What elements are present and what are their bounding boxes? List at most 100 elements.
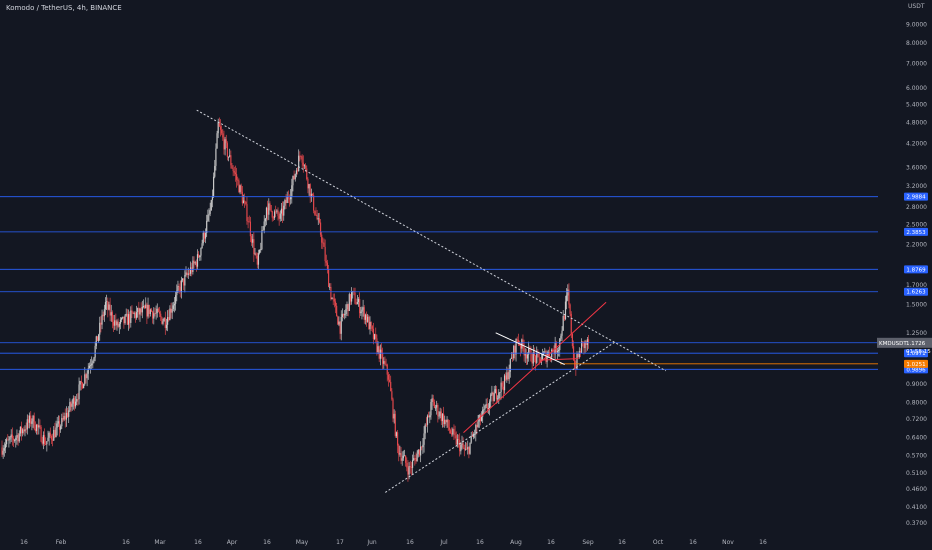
level-badge (904, 349, 928, 358)
candle-body (114, 320, 116, 326)
candle-body (341, 314, 343, 318)
candle-body (325, 261, 327, 263)
y-tick-label: 1.5000 (906, 301, 927, 308)
candle-body (234, 172, 237, 175)
trendlines-layer (196, 109, 667, 493)
y-tick-label: 0.6400 (906, 434, 927, 441)
candle-body (382, 352, 384, 364)
candle-body (181, 278, 184, 281)
candle-body (112, 321, 115, 326)
candle-body (152, 311, 154, 319)
candle-body (6, 439, 8, 445)
candle-body (360, 311, 362, 314)
candle-body (213, 176, 215, 197)
x-tick-label: 16 (689, 539, 697, 546)
candle-body (39, 425, 41, 427)
y-tick-label: 0.9000 (906, 381, 927, 388)
candle-body (429, 415, 431, 418)
candle-body (138, 307, 140, 315)
candle-body (368, 316, 370, 330)
candle-body (586, 339, 588, 345)
candle-body (424, 424, 426, 434)
candle-body (203, 232, 205, 239)
candle-body (3, 448, 5, 451)
candle-body (148, 304, 150, 314)
candle-body (4, 444, 7, 449)
candle-body (29, 415, 31, 423)
x-tick-label: 16 (122, 539, 130, 546)
candle-body (456, 439, 458, 445)
candle-body (317, 218, 319, 220)
candle-body (268, 203, 270, 215)
candle-body (524, 354, 526, 356)
candle-body (86, 373, 88, 379)
candle-body (46, 441, 48, 445)
candle-body (538, 353, 540, 358)
candle-body (52, 439, 54, 441)
candle-body (9, 436, 11, 440)
candle-body (103, 309, 105, 317)
price-axis[interactable]: 9.0000 8.0000 7.0000 6.0000 5.4000 4.8000 4.20… (906, 21, 927, 527)
candle-body (145, 304, 147, 309)
candle-body (70, 402, 72, 407)
candle-body (169, 308, 171, 321)
candle-body (563, 315, 565, 320)
candle-body (451, 433, 453, 435)
candle-body (72, 398, 74, 404)
candle-body (452, 429, 454, 435)
candle-body (459, 439, 461, 452)
candle-body (395, 432, 398, 437)
time-axis[interactable]: 16 Feb 16 Mar 16 Apr 16 May 17 Jun 16 Jul 16 Aug 16 Sep… (20, 539, 767, 546)
candle-body (351, 291, 353, 302)
candle-body (163, 318, 165, 322)
candle-body (226, 143, 228, 157)
candle-body (400, 453, 402, 461)
candle-body (489, 401, 491, 409)
candle-body (444, 419, 446, 425)
chart-title: Komodo / TetherUS, 4h, BINANCE (6, 4, 122, 12)
candle-body (319, 222, 322, 235)
candle-body (11, 434, 13, 439)
candle-body (280, 208, 283, 214)
candle-body (345, 309, 347, 315)
candle-body (578, 350, 580, 358)
candle-body (77, 399, 79, 400)
candle-body (515, 338, 517, 355)
candle-body (278, 215, 280, 219)
candle-body (18, 433, 20, 442)
candle-body (172, 305, 174, 309)
level-badge (904, 265, 928, 274)
candle-body (110, 312, 112, 316)
candle-body (346, 304, 348, 310)
candle-body (342, 314, 345, 316)
candle-body (111, 312, 113, 322)
candle-body (431, 398, 433, 403)
candle-body (477, 421, 479, 427)
y-tick-label: 0.8000 (906, 400, 927, 407)
candle-body (14, 440, 16, 441)
candle-body (510, 357, 513, 359)
candle-body (277, 210, 279, 216)
candle-body (403, 455, 406, 457)
candle-body (107, 301, 109, 310)
candle-body (84, 374, 86, 385)
candle-body (541, 354, 544, 360)
candle-body (225, 139, 227, 144)
candle-body (94, 345, 96, 358)
candle-body (249, 221, 251, 237)
candle-body (323, 242, 325, 247)
candle-body (284, 200, 286, 206)
candle-body (272, 217, 274, 219)
candle-body (494, 389, 496, 394)
candle-body (257, 253, 260, 265)
candle-body (17, 435, 19, 442)
candle-body (415, 458, 417, 462)
trendline (495, 332, 565, 366)
candle-body (411, 460, 414, 468)
candle-body (260, 249, 262, 251)
candle-body (57, 421, 59, 424)
candle-body (334, 301, 337, 306)
candle-body (300, 156, 302, 158)
y-tick-label: 8.0000 (906, 40, 927, 47)
